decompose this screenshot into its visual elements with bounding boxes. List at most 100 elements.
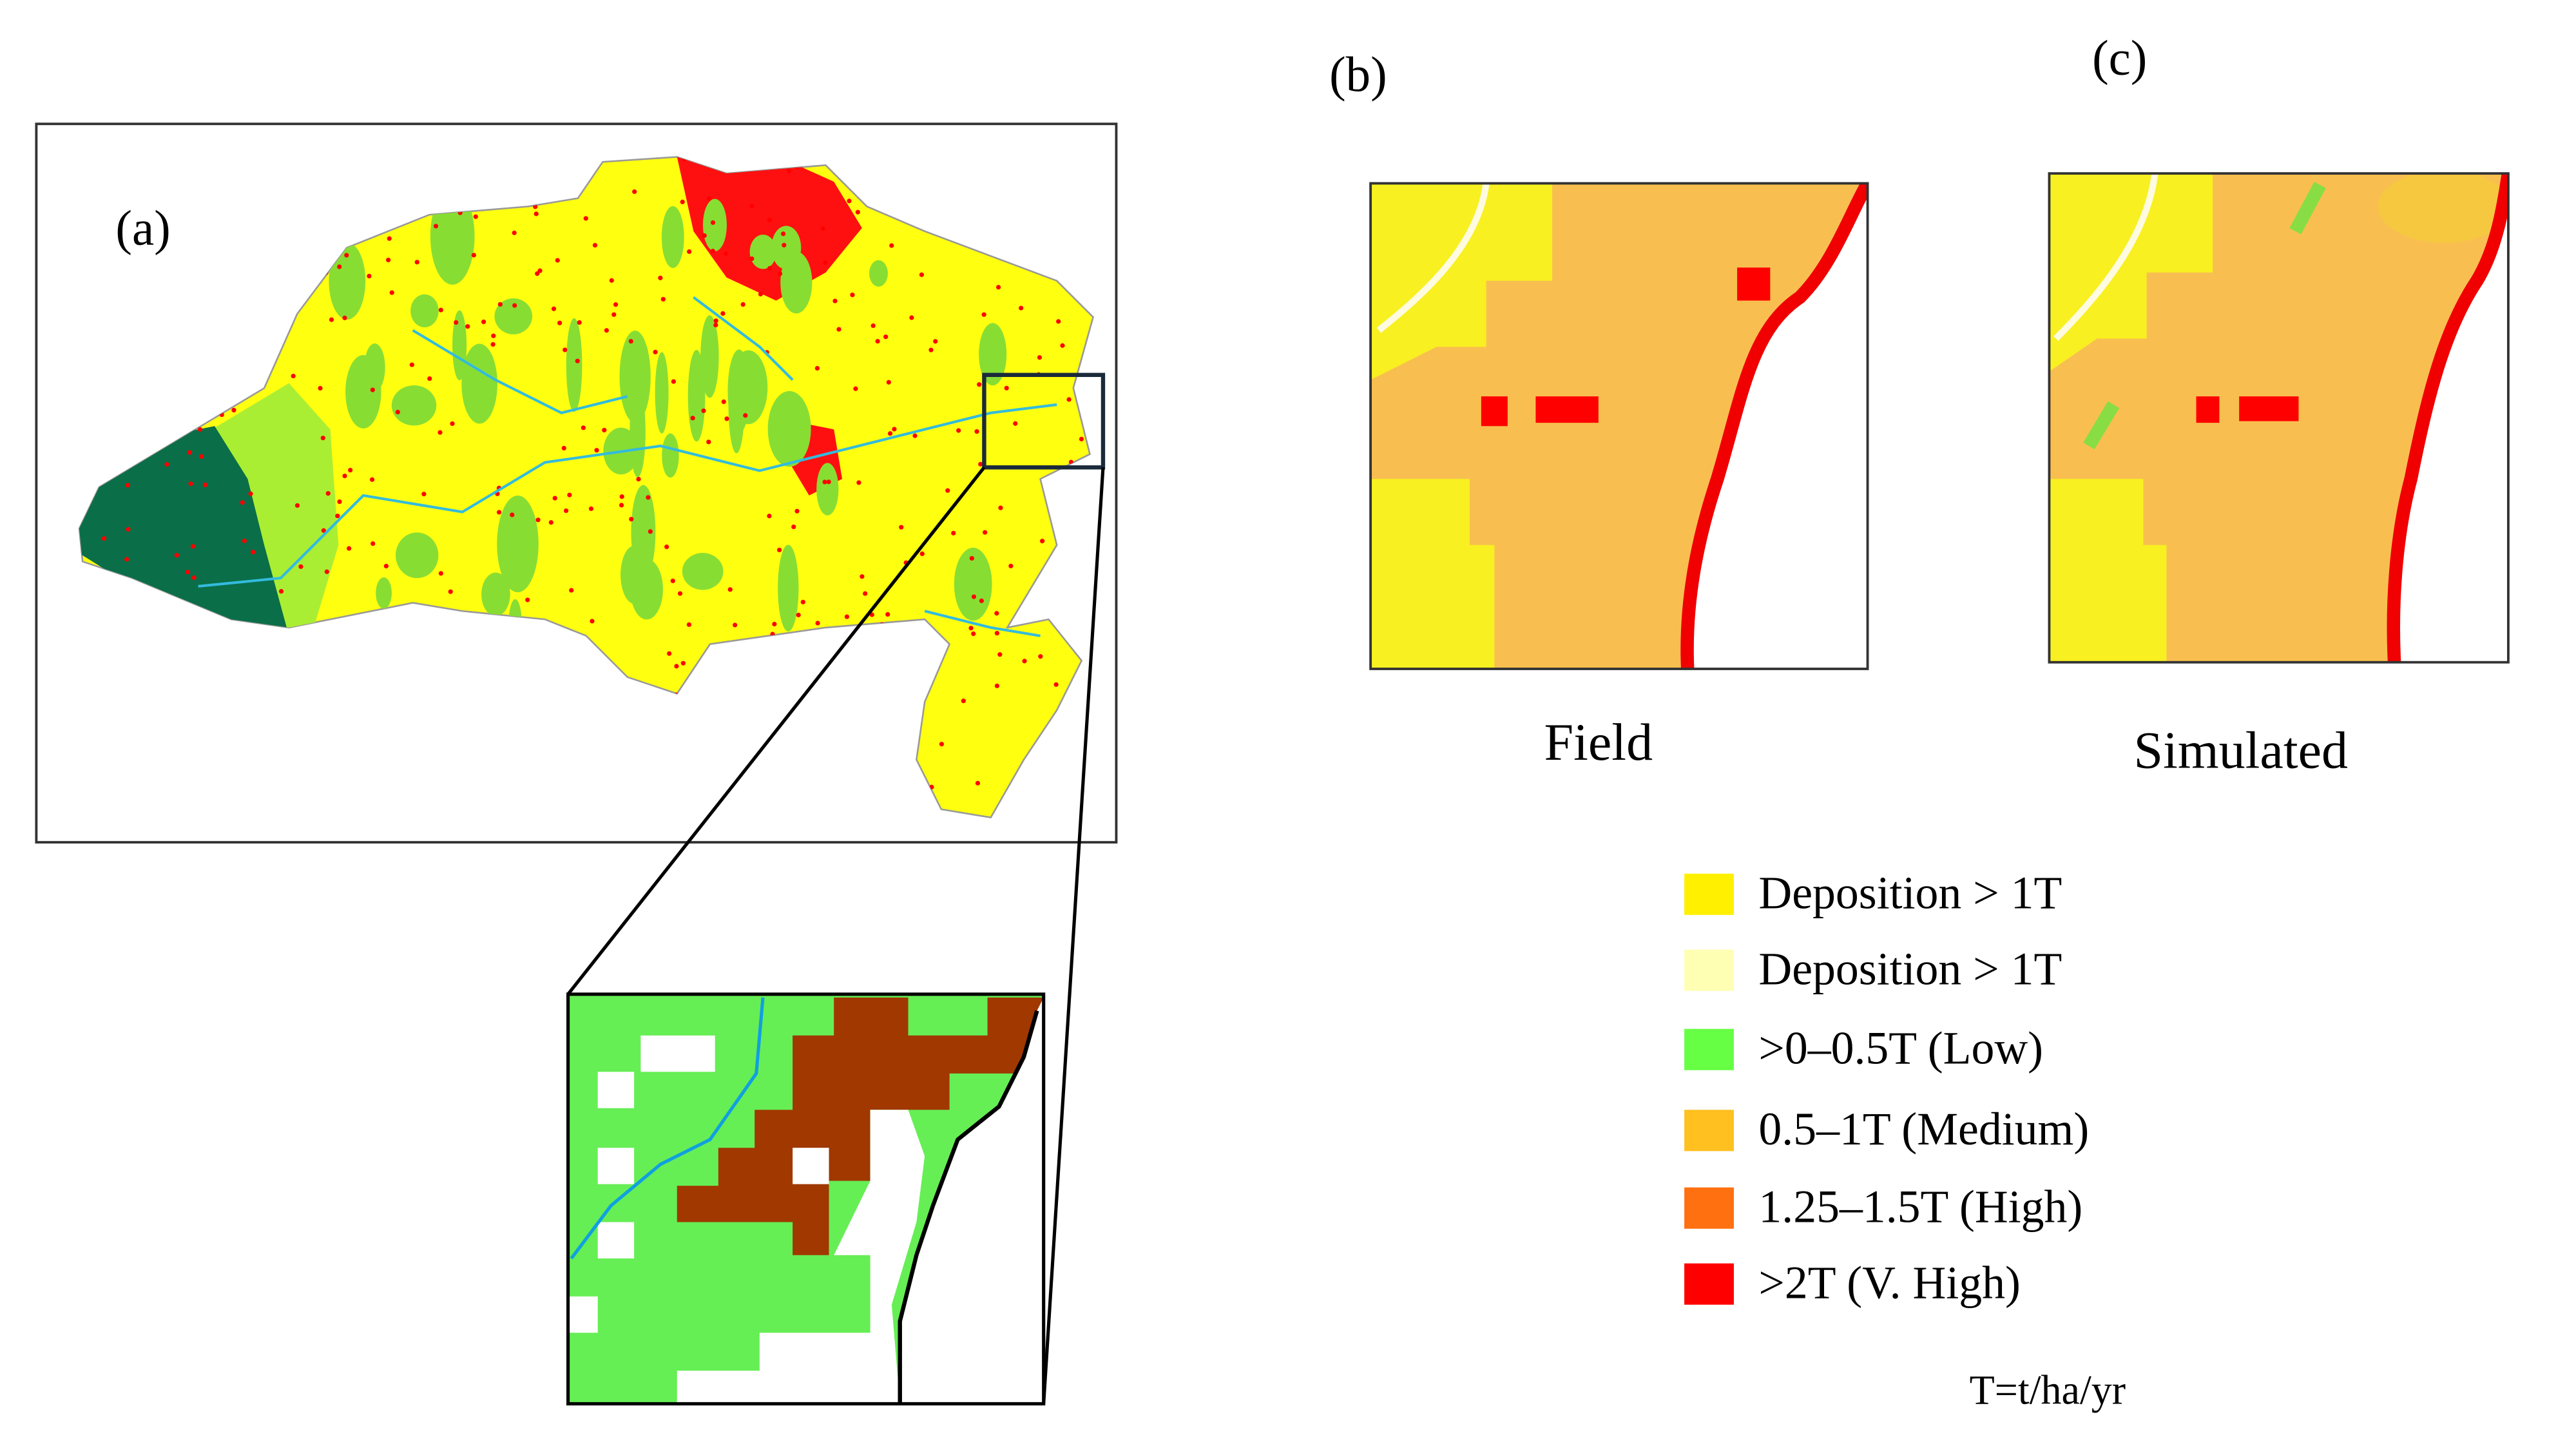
red-dot <box>525 597 530 603</box>
legend-swatch <box>1684 949 1734 991</box>
panel-label: (a) <box>115 200 170 255</box>
basin-map <box>78 156 1095 819</box>
red-dot <box>1040 539 1045 544</box>
red-dot <box>974 429 979 434</box>
green-patch <box>979 323 1007 386</box>
red-dot <box>978 461 983 467</box>
red-dot <box>533 204 538 209</box>
red-dot <box>583 216 588 221</box>
green-patch <box>364 343 385 392</box>
green-patch <box>396 532 439 579</box>
red-dot <box>794 508 800 514</box>
green-patch <box>869 260 888 287</box>
red-dot <box>187 450 193 455</box>
red-dot <box>979 598 984 603</box>
red-dot <box>370 541 376 546</box>
red-dot <box>968 626 974 631</box>
red-dot <box>242 538 247 543</box>
red-dot <box>533 211 539 217</box>
red-dot <box>919 272 924 277</box>
green-patch <box>410 294 439 327</box>
red-dot <box>497 510 502 515</box>
red-dot <box>329 317 334 322</box>
red-dot <box>433 224 439 229</box>
red-dot <box>677 591 683 596</box>
red-dot <box>535 271 540 276</box>
red-dot <box>1060 343 1065 348</box>
red-dot <box>786 168 792 173</box>
red-dot <box>981 312 986 317</box>
red-dot <box>454 320 459 325</box>
panel-label: (c) <box>2092 30 2147 85</box>
red-dot <box>188 481 193 487</box>
green-patch <box>376 577 392 609</box>
red-dot <box>294 503 300 508</box>
red-dot <box>781 231 786 236</box>
red-dot <box>1038 654 1043 659</box>
red-dot <box>772 621 777 627</box>
red-dot <box>604 328 609 333</box>
high-erosion-zone <box>677 157 862 301</box>
red-dot <box>860 574 865 579</box>
red-dot <box>796 612 801 617</box>
red-dot <box>629 517 634 522</box>
red-dot <box>190 544 196 549</box>
red-dot <box>1066 397 1072 402</box>
red-dot <box>961 699 966 704</box>
red-dot <box>124 557 130 562</box>
red-dot <box>791 524 796 530</box>
green-patch <box>749 235 776 269</box>
green-patch <box>566 318 582 412</box>
red-dot <box>885 612 890 617</box>
green-patch <box>662 433 679 478</box>
green-patch <box>391 385 437 426</box>
red-dot <box>198 454 204 459</box>
red-dot <box>912 433 918 438</box>
red-dot <box>1022 659 1027 664</box>
legend-note: T=t/ha/yr <box>1970 1367 2126 1413</box>
red-dot <box>370 387 375 392</box>
red-dot <box>588 506 594 512</box>
red-dot <box>337 264 342 269</box>
red-dot <box>690 416 695 421</box>
red-dot <box>202 482 208 487</box>
red-dot <box>1056 319 1061 324</box>
inset-frame <box>566 992 1046 1406</box>
green-patch <box>767 391 811 467</box>
red-dot <box>969 555 974 561</box>
red-dot <box>856 480 861 485</box>
red-dot <box>870 323 876 329</box>
red-dot <box>320 436 325 441</box>
red-dot <box>710 220 716 226</box>
red-dot <box>758 291 764 297</box>
red-dot <box>664 545 669 550</box>
red-dot <box>674 664 679 669</box>
red-dot <box>510 512 515 517</box>
red-dot <box>291 373 296 379</box>
legend-swatch <box>1684 1110 1734 1152</box>
red-dot <box>933 339 938 344</box>
red-dot <box>342 474 347 479</box>
red-dot <box>348 467 353 473</box>
red-dot <box>767 265 773 271</box>
red-dot <box>448 589 453 594</box>
panel-caption: Field <box>1544 713 1653 771</box>
panel-frame <box>1369 182 1869 670</box>
red-dot <box>1037 355 1043 360</box>
red-dot <box>701 408 706 414</box>
green-patch <box>461 343 497 424</box>
green-patch <box>494 298 533 334</box>
red-dot <box>367 273 372 279</box>
red-dot <box>575 358 580 363</box>
red-dot <box>1008 563 1014 568</box>
red-dot <box>653 349 658 354</box>
red-dot <box>710 249 715 254</box>
red-dot <box>473 214 478 219</box>
red-dot <box>928 347 934 352</box>
simulated-map <box>2049 173 2508 662</box>
red-dot <box>248 491 253 496</box>
red-dot <box>561 445 566 451</box>
red-dot <box>337 499 342 505</box>
red-dot <box>909 315 914 320</box>
